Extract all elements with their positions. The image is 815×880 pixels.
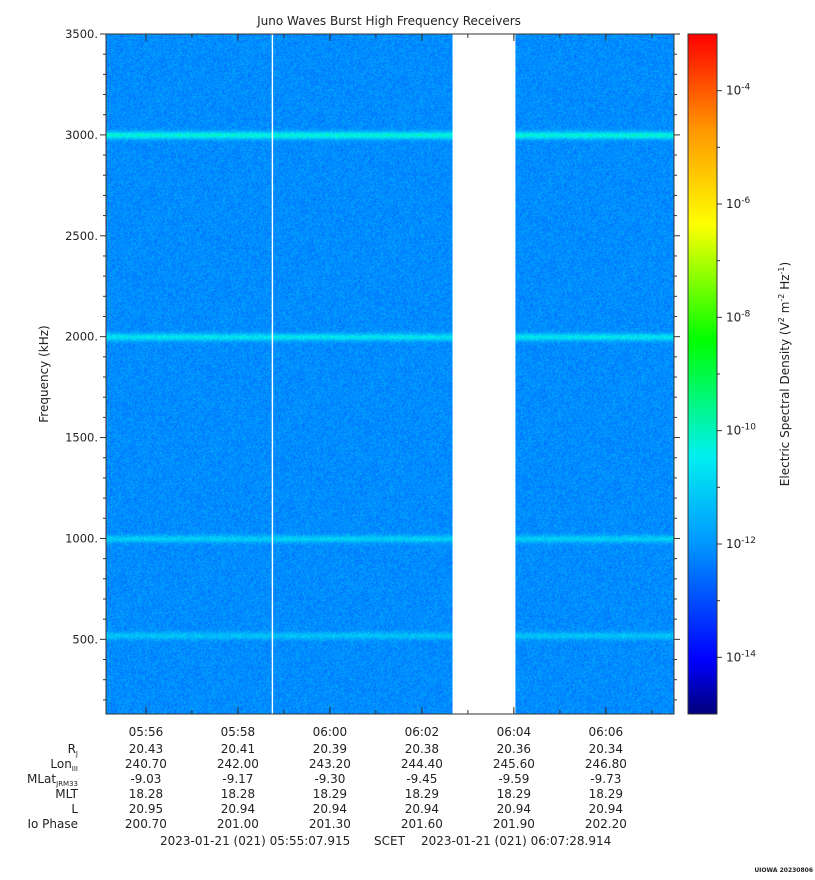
colorbar-gradient [687,33,718,715]
colorbar-tick-label: 10-6 [726,196,751,211]
x-tick-label: 06:06 [589,725,624,739]
ephemeris-table: RJ 20.43 20.41 20.39 20.38 20.36 20.34 LonIII 24… [27,742,627,831]
colorbar-tick-label: 10-4 [726,83,751,98]
y-tick-label: 500. [72,632,98,646]
colorbar-tick-label: 10-8 [726,309,751,324]
ephemeris-value: -9.03 [130,772,161,786]
ephemeris-value: 246.80 [585,757,627,771]
ephemeris-value: -9.73 [590,772,621,786]
ephemeris-value: 20.94 [497,802,531,816]
ephemeris-value: 201.90 [493,817,535,831]
ephemeris-value: 202.20 [585,817,627,831]
ephemeris-value: 20.38 [405,742,439,756]
colorbar-label: Electric Spectral Density (V2 m-2 Hz-1) [777,262,792,486]
ephemeris-value: 20.94 [405,802,439,816]
x-tick-label: 06:04 [497,725,532,739]
colorbar-ticks: 10-4 10-6 10-8 10-10 10-12 10-14 [717,83,756,664]
y-tick-label: 2000. [65,330,98,344]
colorbar: 10-4 10-6 10-8 10-10 10-12 10-14 Electric Spe… [687,33,792,715]
ephemeris-value: 20.39 [313,742,347,756]
colorbar-tick-label: 10-10 [726,423,756,438]
y-tick-label: 1500. [65,431,98,445]
ephemeris-value: 20.95 [129,802,163,816]
ephemeris-value: 18.29 [405,787,439,801]
chart-title: Juno Waves Burst High Frequency Receiver… [256,14,521,28]
ephemeris-value: 200.70 [125,817,167,831]
ephemeris-value: 20.36 [497,742,531,756]
ephemeris-value: -9.30 [314,772,345,786]
ephemeris-value: -9.59 [498,772,529,786]
ephemeris-row-label: MLT [55,787,78,801]
ephemeris-value: 245.60 [493,757,535,771]
ephemeris-value: 18.28 [129,787,163,801]
y-axis: 500. 1000. 1500. 2000. 2500. 3000. 3500. [65,27,680,701]
y-tick-label: 3500. [65,27,98,41]
spectrogram-plot: 500. 1000. 1500. 2000. 2500. 3000. 3500. 05:56… [65,27,680,739]
ephemeris-value: 20.34 [589,742,623,756]
colorbar-tick-label: 10-12 [726,536,756,551]
ephemeris-row-label: Io Phase [27,817,78,831]
y-axis-label: Frequency (kHz) [37,325,51,422]
ephemeris-value: -9.45 [406,772,437,786]
narrow-data-gap [271,34,274,714]
footer-tag: UIOWA 20230806 [754,867,813,874]
ephemeris-value: 20.94 [313,802,347,816]
spectrogram-image [106,34,674,714]
x-tick-label: 05:56 [129,725,164,739]
y-tick-label: 3000. [65,128,98,142]
x-axis: 05:56 05:58 06:00 06:02 06:04 06:06 [129,34,653,739]
x-tick-label: 06:00 [313,725,348,739]
ephemeris-value: 20.41 [221,742,255,756]
plot-frame [105,33,675,715]
data-gap [452,34,516,714]
y-tick-label: 2500. [65,229,98,243]
colorbar-tick-label: 10-14 [726,649,756,664]
ephemeris-value: 18.29 [313,787,347,801]
time-range-end: 2023-01-21 (021) 06:07:28.914 [421,834,611,848]
ephemeris-value: 201.30 [309,817,351,831]
ephemeris-value: 201.00 [217,817,259,831]
ephemeris-row-label: RJ [68,742,78,758]
ephemeris-value: 244.40 [401,757,443,771]
scet-label: SCET [374,834,406,848]
ephemeris-value: 242.00 [217,757,259,771]
ephemeris-row-label: L [71,802,78,816]
y-tick-label: 1000. [65,531,98,545]
time-range-start: 2023-01-21 (021) 05:55:07.915 [160,834,350,848]
x-tick-label: 05:58 [221,725,256,739]
ephemeris-value: 201.60 [401,817,443,831]
ephemeris-row-label: LonIII [50,757,78,773]
ephemeris-value: 240.70 [125,757,167,771]
ephemeris-value: 243.20 [309,757,351,771]
ephemeris-value: -9.17 [222,772,253,786]
x-tick-label: 06:02 [405,725,440,739]
time-range: 2023-01-21 (021) 05:55:07.915 SCET 2023-… [160,834,611,848]
ephemeris-value: 20.43 [129,742,163,756]
ephemeris-row-label: MLatJRM33 [27,772,78,788]
ephemeris-value: 18.29 [589,787,623,801]
ephemeris-value: 20.94 [221,802,255,816]
ephemeris-value: 20.94 [589,802,623,816]
ephemeris-value: 18.29 [497,787,531,801]
ephemeris-value: 18.28 [221,787,255,801]
